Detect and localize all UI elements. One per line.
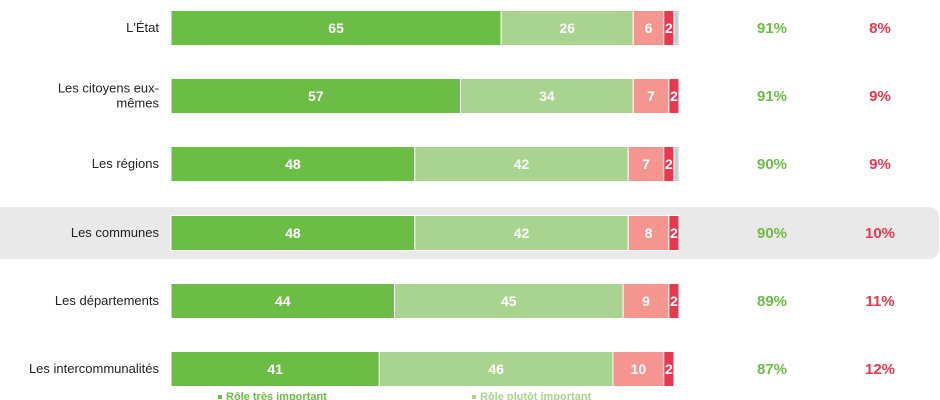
bar-segment [627,215,670,251]
total-not-important-label: 9% [869,156,891,173]
data-label: 7 [642,156,650,172]
legend-label: Rôle très important [226,391,327,400]
total-important-label: 91% [757,20,787,37]
legend-label: Rôle plutôt important [480,391,592,400]
data-label: 48 [285,156,301,172]
data-label: 2 [670,293,678,309]
bar-segment [668,78,680,114]
bar-segment [170,215,416,251]
total-not-important-label: 11% [865,293,894,310]
data-label: 2 [670,225,678,241]
bar-segment [460,78,634,114]
bar-segment [170,351,380,387]
data-label: 2 [665,20,673,36]
total-not-important-label: 9% [869,88,891,105]
total-important-label: 87% [757,361,787,378]
bar-segment [673,146,680,182]
total-important-label: 89% [757,293,787,310]
data-label: 46 [488,361,504,377]
bar-segment [500,10,634,46]
total-not-important-label: 12% [865,361,895,378]
data-label: 48 [285,225,301,241]
bar-segment [378,351,614,387]
data-label: 41 [267,361,283,377]
bar-segment [627,146,665,182]
category-label: Les communes [71,225,160,240]
bar-segment [663,351,675,387]
category-label: Les régions [92,156,160,171]
total-important-label: 90% [757,156,787,173]
category-label: Les départements [55,293,160,308]
data-label: 9 [642,293,650,309]
category-label: L'État [126,20,159,35]
data-label: 26 [559,20,575,36]
bar-segment [612,351,665,387]
data-label: 42 [514,156,530,172]
data-label: 2 [665,361,673,377]
total-not-important-label: 10% [865,225,895,242]
legend-swatch [218,395,222,399]
data-label: 2 [665,156,673,172]
category-label: Les intercommunalités [29,361,160,376]
bar-segment [632,78,670,114]
bar-segment [668,215,680,251]
data-label: 65 [328,20,344,36]
data-label: 2 [670,88,678,104]
data-label: 7 [647,88,655,104]
data-label: 34 [539,88,555,104]
data-label: 45 [501,293,517,309]
data-label: 8 [645,225,653,241]
legend-swatch [472,395,476,399]
data-label: 42 [514,225,530,241]
total-important-label: 91% [757,88,787,105]
data-label: 6 [645,20,653,36]
total-important-label: 90% [757,225,787,242]
category-label: mêmes [116,96,159,111]
data-label: 57 [308,88,324,104]
bar-segment [673,10,680,46]
bar-segment [170,283,396,319]
category-label: Les citoyens eux- [58,81,159,96]
bar-segment [668,283,680,319]
bar-segment [414,215,629,251]
total-not-important-label: 8% [869,20,891,37]
bar-segment [170,146,416,182]
data-label: 44 [275,293,291,309]
bar-segment [170,78,462,114]
data-label: 10 [631,361,647,377]
